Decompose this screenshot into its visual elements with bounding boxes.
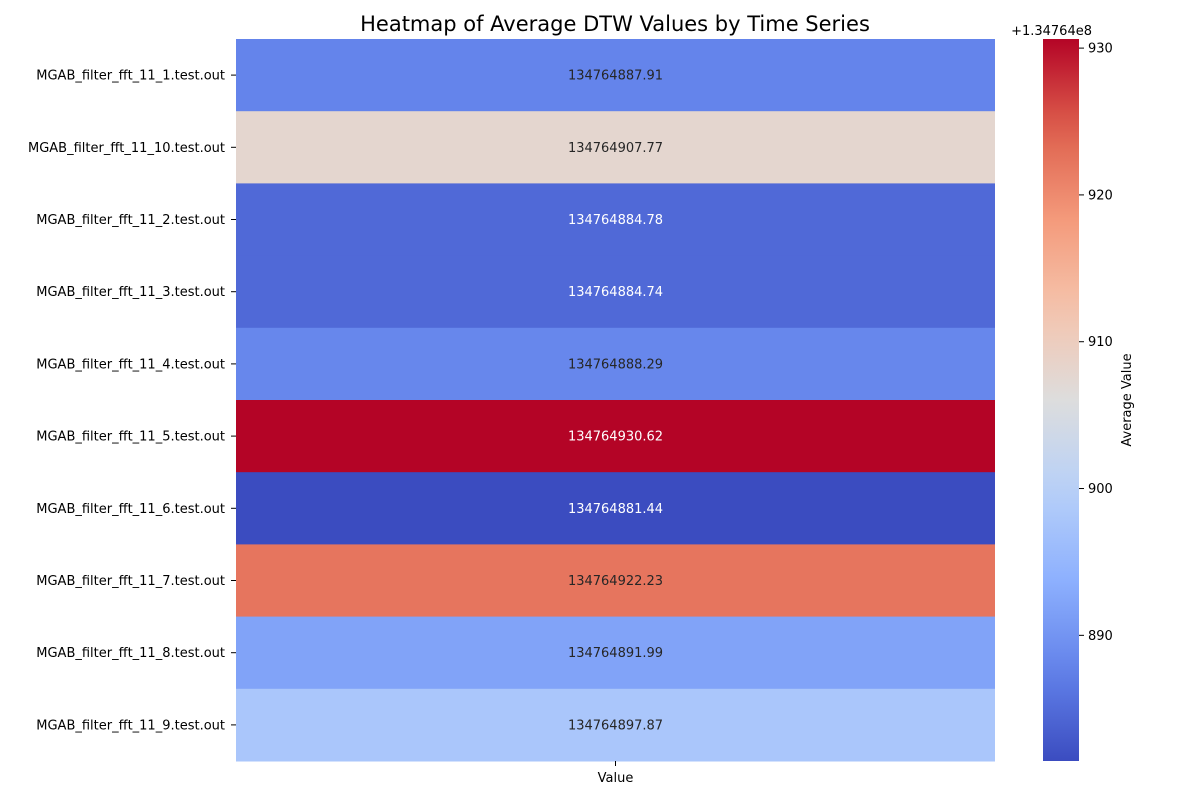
heatmap-cell: [236, 400, 995, 473]
cell-value-label: 134764922.23: [568, 574, 663, 589]
row-label: MGAB_filter_fft_11_3.test.out: [36, 285, 225, 300]
colorbar: 890 900 910 920 930 +1.34764e8 Average Value: [1011, 24, 1135, 761]
cell-value-label: 134764891.99: [568, 646, 663, 661]
row-label: MGAB_filter_fft_11_10.test.out: [28, 141, 225, 156]
heatmap-cell: [236, 255, 995, 329]
colorbar-gradient: [1043, 39, 1079, 761]
x-axis: Value: [598, 761, 634, 786]
colorbar-ticks: 890 900 910 920 930: [1079, 42, 1113, 644]
row-label: MGAB_filter_fft_11_8.test.out: [36, 646, 225, 661]
cell-value-label: 134764887.91: [568, 69, 663, 84]
colorbar-tick-label: 910: [1088, 335, 1113, 350]
heatmap-cell: [236, 183, 995, 257]
heatmap-cell: [236, 39, 995, 112]
heatmap-cell: [236, 544, 995, 618]
x-axis-label: Value: [598, 771, 634, 786]
heatmap-cell: [236, 111, 995, 184]
cell-value-label: 134764884.78: [568, 213, 663, 228]
row-label: MGAB_filter_fft_11_2.test.out: [36, 213, 225, 228]
row-label: MGAB_filter_fft_11_1.test.out: [36, 69, 225, 84]
heatmap-cell: [236, 327, 995, 401]
cell-value-label: 134764907.77: [568, 141, 663, 156]
heatmap-cell: [236, 472, 995, 545]
colorbar-offset-text: +1.34764e8: [1011, 24, 1092, 39]
cell-value-label: 134764884.74: [568, 285, 663, 300]
heatmap-cell: [236, 616, 995, 690]
row-labels: MGAB_filter_fft_11_1.test.out MGAB_filter…: [28, 69, 236, 733]
colorbar-tick-label: 930: [1088, 42, 1113, 57]
colorbar-tick-label: 920: [1088, 188, 1113, 203]
colorbar-tick-label: 900: [1088, 482, 1113, 497]
heatmap-cells: 134764887.91 134764907.77 134764884.78 1347…: [236, 39, 995, 762]
cell-value-label: 134764930.62: [568, 430, 663, 445]
row-label: MGAB_filter_fft_11_7.test.out: [36, 574, 225, 589]
cell-value-label: 134764881.44: [568, 502, 663, 517]
colorbar-tick-label: 890: [1088, 629, 1113, 644]
cell-value-label: 134764888.29: [568, 357, 663, 372]
row-label: MGAB_filter_fft_11_9.test.out: [36, 718, 225, 733]
cell-value-label: 134764897.87: [568, 718, 663, 733]
row-label: MGAB_filter_fft_11_4.test.out: [36, 357, 225, 372]
row-label: MGAB_filter_fft_11_6.test.out: [36, 502, 225, 517]
colorbar-label: Average Value: [1120, 353, 1135, 446]
heatmap-cell: [236, 688, 995, 762]
row-label: MGAB_filter_fft_11_5.test.out: [36, 430, 225, 445]
chart-title: Heatmap of Average DTW Values by Time Se…: [360, 12, 870, 36]
